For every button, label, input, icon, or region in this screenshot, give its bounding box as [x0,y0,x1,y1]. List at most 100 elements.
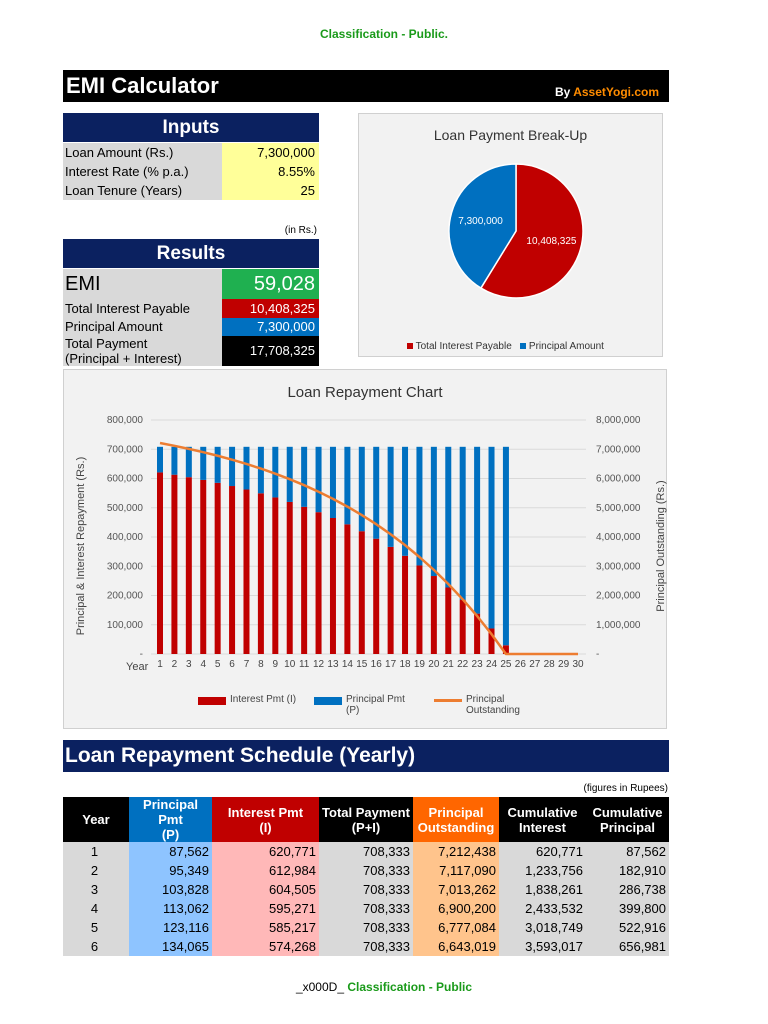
y-tick-label: 400,000 [107,532,144,543]
legend-swatch-outstanding [434,699,462,702]
x-tick-label: 22 [457,659,469,670]
page-title: EMI Calculator [66,73,219,98]
classification-bottom: _x000D_ Classification - Public [0,980,768,994]
principal-bar [416,446,423,566]
input-row-interest-rate: Interest Rate (% p.a.) 8.55% [63,162,319,181]
principal-bar [474,446,481,614]
x-tick-label: 13 [327,659,339,670]
total-row: Total Payment (Principal + Interest) 17,7… [63,336,319,366]
input-row-loan-amount: Loan Amount (Rs.) 7,300,000 [63,143,319,162]
cell-interest-pmt: 604,505 [212,880,319,899]
interest-bar [416,565,423,654]
cell-total-payment: 708,333 [319,880,413,899]
y2-tick-label: 6,000,000 [596,474,641,485]
cell-principal-pmt: 95,349 [129,861,212,880]
interest-rate-input[interactable]: 8.55% [222,162,319,181]
inputs-header: Inputs [63,113,319,142]
schedule-title: Loan Repayment Schedule (Yearly) [63,740,669,772]
total-label-line2: (Principal + Interest) [65,351,182,366]
cell-cumulative-interest: 2,433,532 [499,899,586,918]
y2-tick-label: 7,000,000 [596,444,641,455]
x-tick-label: 7 [244,659,250,670]
classification-top: Classification - Public. [319,27,449,41]
principal-bar [430,446,437,577]
principal-bar [200,446,207,480]
y2-tick-label: 3,000,000 [596,561,641,572]
legend-swatch-principal [314,697,342,705]
cell-interest-pmt: 595,271 [212,899,319,918]
input-label: Loan Tenure (Years) [63,181,222,200]
interest-bar [157,472,163,654]
cell-principal-pmt: 103,828 [129,880,212,899]
principal-bar [157,446,163,473]
x-tick-label: 18 [399,659,411,670]
interest-bar [214,482,221,654]
input-label: Interest Rate (% p.a.) [63,162,222,181]
legend-swatch-interest [407,343,413,349]
cell-principal-outstanding: 6,900,200 [413,899,499,918]
brand-link[interactable]: AssetYogi.com [573,85,659,99]
y-tick-label: 100,000 [107,620,144,631]
x-tick-label: 23 [472,659,484,670]
interest-bar [286,501,293,654]
input-row-loan-tenure: Loan Tenure (Years) 25 [63,181,319,200]
col-header-principal-outstanding: Principal Outstanding [413,797,499,842]
footer-prefix: _x000D_ [295,980,344,994]
x-tick-label: 4 [200,659,206,670]
pie-legend: Total Interest Payable Principal Amount [407,341,604,352]
interest-bar [445,587,452,654]
interest-bar [344,524,351,654]
cell-principal-outstanding: 7,013,262 [413,880,499,899]
cell-principal-pmt: 134,065 [129,937,212,956]
principal-bar [214,446,221,483]
principal-bar [358,446,365,532]
repayment-chart: - - 100,000 1,000,000 200,000 2,000,000 300,00… [107,415,641,670]
cell-principal-pmt: 123,116 [129,918,212,937]
cell-cumulative-principal: 87,562 [586,842,669,861]
y2-axis-label: Principal Outstanding (Rs.) [655,480,667,612]
cell-principal-outstanding: 6,643,019 [413,937,499,956]
x-tick-label: 6 [229,659,235,670]
legend-principal: Principal Pmt (P) [346,694,405,716]
principal-bar [387,446,394,547]
total-label-line1: Total Payment [65,336,148,351]
cell-cumulative-principal: 286,738 [586,880,669,899]
principal-bar [229,446,236,487]
col-header-cumulative-principal: Cumulative Principal [586,797,669,842]
table-row: 4 113,062 595,271 708,333 6,900,200 2,433,532… [63,899,669,918]
unit-note: (in Rs.) [284,225,317,236]
cell-total-payment: 708,333 [319,899,413,918]
emi-label: EMI [63,269,222,299]
pie-chart-panel: Loan Payment Break-Up 10,408,325 7,300,00… [358,113,663,357]
cell-interest-pmt: 620,771 [212,842,319,861]
principal-bar [301,446,308,507]
cell-cumulative-interest: 1,838,261 [499,880,586,899]
x-tick-label: 8 [258,659,264,670]
loan-amount-input[interactable]: 7,300,000 [222,143,319,162]
input-label: Loan Amount (Rs.) [63,143,222,162]
legend-interest: Interest Pmt (I) [230,694,297,705]
loan-tenure-input[interactable]: 25 [222,181,319,200]
y2-tick-label: 2,000,000 [596,591,641,602]
interest-bar [373,538,380,654]
cell-cumulative-principal: 399,800 [586,899,669,918]
cell-cumulative-principal: 656,981 [586,937,669,956]
x-tick-label: 27 [529,659,541,670]
principal-bar [373,446,380,539]
col-header-principal-pmt: Principal Pmt (P) [129,797,212,842]
repayment-legend: Interest Pmt (I) Principal Pmt (P) Princ… [198,694,536,716]
interest-bar [358,531,365,654]
interest-bar [474,613,481,654]
repayment-chart-title: Loan Repayment Chart [287,384,443,401]
cell-cumulative-principal: 182,910 [586,861,669,880]
cell-principal-pmt: 87,562 [129,842,212,861]
y-tick-label: 500,000 [107,503,144,514]
interest-bar [402,555,409,654]
x-tick-label: 28 [544,659,556,670]
x-tick-label: 24 [486,659,498,670]
pie-chart-title: Loan Payment Break-Up [433,127,588,143]
interest-value: 10,408,325 [222,299,319,318]
principal-bar [243,446,250,490]
y-tick-label: 200,000 [107,591,144,602]
cell-total-payment: 708,333 [319,918,413,937]
